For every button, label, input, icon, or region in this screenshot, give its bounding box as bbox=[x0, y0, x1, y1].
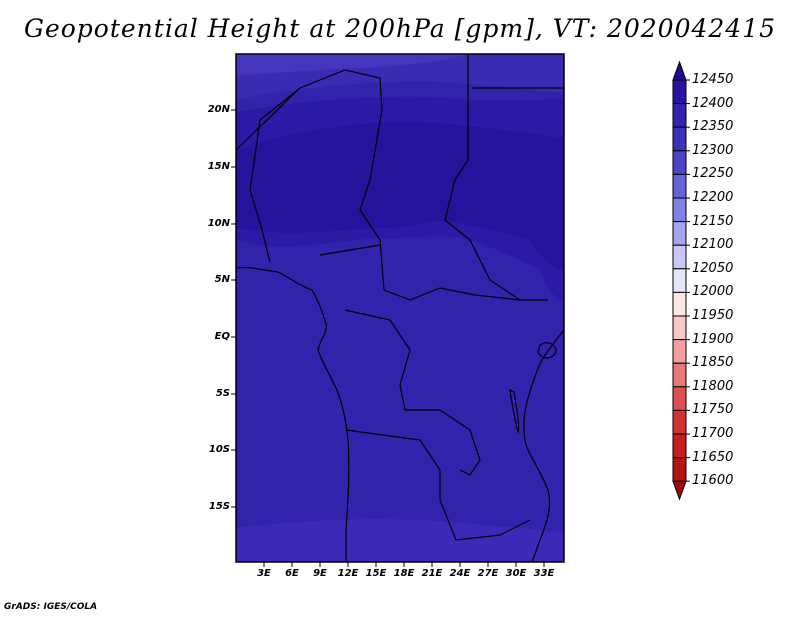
colorbar-label: 11800 bbox=[692, 378, 734, 394]
colorbar-segment bbox=[672, 457, 687, 482]
colorbar-segment bbox=[672, 268, 687, 293]
colorbar-segment bbox=[672, 291, 687, 317]
map-title: Geopotential Height at 200hPa [gpm], VT:… bbox=[23, 14, 777, 43]
colorbar-label: 12000 bbox=[692, 284, 734, 300]
colorbar-label: 11600 bbox=[692, 473, 734, 489]
colorbar-segment bbox=[672, 315, 687, 341]
band-north-max bbox=[236, 121, 564, 270]
colorbar-segment bbox=[672, 339, 687, 364]
border-line-2 bbox=[444, 54, 548, 301]
lat-label-5s: 5S bbox=[215, 388, 230, 399]
lon-label-9e: 9E bbox=[313, 568, 327, 579]
lat-label-10n: 10N bbox=[207, 218, 230, 229]
lat-ticks bbox=[231, 109, 236, 508]
coastline-east-africa bbox=[523, 329, 565, 563]
border-line-5 bbox=[344, 309, 481, 476]
lat-label-15s: 15S bbox=[208, 501, 230, 512]
colorbar-segment bbox=[672, 221, 687, 246]
lon-label-18e: 18E bbox=[393, 568, 415, 579]
colorbar-label: 11750 bbox=[692, 402, 734, 418]
lat-label-10s: 10S bbox=[208, 444, 230, 455]
lon-label-27e: 27E bbox=[477, 568, 499, 579]
colorbar-label: 12250 bbox=[692, 166, 734, 182]
colorbar-segment bbox=[672, 79, 687, 105]
colorbar-label: 11700 bbox=[692, 426, 734, 441]
lat-label-5n: 5N bbox=[214, 274, 230, 285]
lat-label-20n: 20N bbox=[207, 104, 230, 115]
colorbar-segment bbox=[672, 173, 687, 199]
lake-tanganyika bbox=[509, 388, 520, 434]
lon-label-33e: 33E bbox=[533, 568, 555, 579]
border-line-4 bbox=[383, 287, 521, 301]
lon-label-6e: 6E bbox=[285, 568, 299, 579]
colorbar-segment bbox=[672, 386, 687, 411]
colorbar-arrow-bottom bbox=[672, 480, 687, 501]
colorbar-segment bbox=[672, 244, 687, 270]
colorbar-label: 11950 bbox=[692, 308, 734, 323]
colorbar-label: 11850 bbox=[692, 355, 734, 371]
lon-label-30e: 30E bbox=[505, 568, 527, 579]
colorbar-arrow-top bbox=[672, 60, 687, 81]
border-sahara-north bbox=[235, 69, 385, 291]
map-frame bbox=[235, 53, 565, 563]
colorbar bbox=[672, 60, 690, 501]
colorbar-label: 12350 bbox=[692, 119, 734, 135]
colorbar-label: 12450 bbox=[692, 72, 734, 87]
colorbar-segment bbox=[672, 150, 687, 175]
colorbar-label: 12150 bbox=[692, 213, 734, 229]
border-line-6 bbox=[345, 429, 531, 541]
lon-label-15e: 15E bbox=[365, 568, 387, 579]
map-boundaries bbox=[235, 54, 565, 563]
colorbar-label: 12300 bbox=[692, 142, 734, 158]
band-top-inner bbox=[236, 54, 470, 76]
map-plot bbox=[236, 54, 564, 562]
colorbar-segment bbox=[672, 409, 687, 435]
colorbar-segment bbox=[672, 126, 687, 152]
colorbar-label: 12200 bbox=[692, 190, 734, 205]
coastline-west-africa bbox=[235, 266, 350, 562]
colorbar-segment bbox=[672, 103, 687, 128]
lat-label-15n: 15N bbox=[207, 161, 230, 172]
band-south bbox=[236, 519, 564, 562]
colorbar-label: 11650 bbox=[692, 449, 734, 465]
colorbar-segment bbox=[672, 433, 687, 459]
colorbar-label: 12100 bbox=[692, 237, 734, 253]
border-line-7 bbox=[319, 244, 381, 256]
lon-label-3e: 3E bbox=[257, 568, 271, 579]
border-line-3 bbox=[249, 87, 301, 263]
colorbar-segment bbox=[672, 197, 687, 223]
lon-label-12e: 12E bbox=[337, 568, 359, 579]
colorbar-label: 12050 bbox=[692, 260, 734, 276]
lon-ticks bbox=[263, 562, 545, 567]
lake-victoria bbox=[537, 342, 557, 359]
colorbar-segment bbox=[672, 362, 687, 388]
colorbar-label: 12400 bbox=[692, 95, 734, 111]
credit-text: GrADS: IGES/COLA bbox=[4, 602, 98, 612]
lat-label-eq: EQ bbox=[214, 331, 230, 342]
lon-label-24e: 24E bbox=[449, 568, 471, 579]
lon-label-21e: 21E bbox=[421, 568, 443, 579]
colorbar-label: 11900 bbox=[692, 331, 734, 347]
